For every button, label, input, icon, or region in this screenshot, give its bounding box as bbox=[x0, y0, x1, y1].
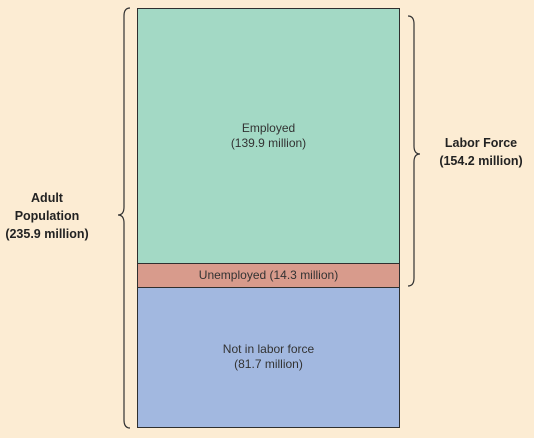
unemployed-block: Unemployed (14.3 million) bbox=[137, 263, 400, 288]
adult-population-brace bbox=[117, 7, 131, 429]
employed-label: Employed bbox=[241, 121, 296, 135]
not-in-labor-force-label: Not in labor force bbox=[222, 342, 315, 356]
adult-population-line1: Adult bbox=[31, 191, 63, 205]
not-in-labor-force-block: Not in labor force (81.7 million) bbox=[137, 287, 400, 428]
labor-force-label: Labor Force (154.2 million) bbox=[426, 134, 534, 170]
adult-population-label: Adult Population (235.9 million) bbox=[0, 189, 94, 243]
not-in-labor-force-value: (81.7 million) bbox=[234, 357, 303, 371]
unemployed-label: Unemployed (14.3 million) bbox=[198, 268, 339, 282]
labor-force-value: (154.2 million) bbox=[439, 154, 523, 168]
labor-force-brace bbox=[407, 15, 421, 287]
employed-block: Employed (139.9 million) bbox=[137, 8, 400, 264]
adult-population-line2: Population bbox=[14, 209, 80, 223]
employed-value: (139.9 million) bbox=[230, 136, 307, 150]
labor-force-title: Labor Force bbox=[444, 136, 518, 150]
adult-population-value: (235.9 million) bbox=[5, 227, 89, 241]
